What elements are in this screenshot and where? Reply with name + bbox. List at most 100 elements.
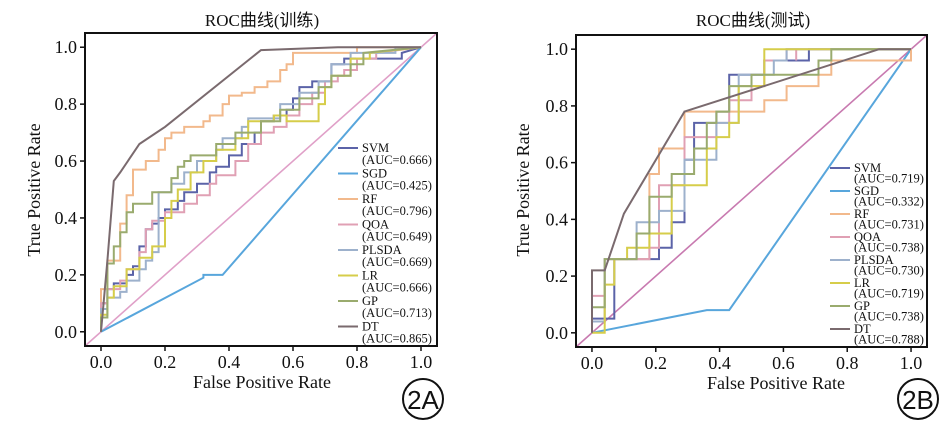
- y-tick-label: 0.2: [546, 266, 569, 286]
- legend-auc: (AUC=0.713): [362, 306, 432, 320]
- legend-item: SVM(AUC=0.719): [830, 161, 924, 186]
- legend-item: RF(AUC=0.796): [338, 192, 432, 218]
- x-tick-label: 0.2: [645, 353, 668, 373]
- y-axis-label: True Positive Rate: [24, 123, 44, 256]
- legend-series-name: QOA: [362, 218, 389, 232]
- x-tick-label: 0.6: [772, 353, 795, 373]
- legend-series-name: SVM: [854, 161, 881, 175]
- y-tick-label: 0.8: [55, 94, 78, 114]
- roc-curve-sgd: [100, 46, 422, 333]
- legend-auc: (AUC=0.865): [362, 332, 432, 346]
- roc-curve-dt: [591, 48, 911, 333]
- y-tick-label: 0.2: [55, 265, 78, 285]
- x-axis-label: False Positive Rate: [193, 372, 331, 392]
- x-tick-label: 0.8: [346, 352, 369, 372]
- legend-series-name: LR: [362, 269, 379, 283]
- legend-series-name: RF: [854, 207, 869, 221]
- roc-curve-dt: [100, 46, 421, 332]
- plot-area: [85, 33, 437, 346]
- chance-line: [576, 35, 927, 347]
- y-tick-label: 1.0: [546, 39, 569, 59]
- plot-frame: [84, 32, 438, 347]
- legend-auc: (AUC=0.719): [854, 172, 924, 186]
- roc-curve-gp: [100, 46, 422, 332]
- legend-item: SGD(AUC=0.332): [830, 184, 924, 209]
- legend-item: SVM(AUC=0.666): [338, 141, 432, 167]
- legend-item: LR(AUC=0.719): [830, 276, 924, 301]
- roc-panel-training: ROC曲线(训练) 0.0 0.2 0.4 0.6 0.8 1.0 0.0 0.2 0.4 0.6…: [24, 11, 444, 420]
- legend-series-name: GP: [362, 294, 378, 308]
- x-tick-label: 1.0: [900, 353, 923, 373]
- legend-series-name: QOA: [854, 230, 881, 244]
- legend-item: PLSDA(AUC=0.669): [338, 243, 432, 269]
- y-axis-label: True Positive Rate: [513, 123, 533, 256]
- y-tick-label: 1.0: [55, 37, 78, 57]
- legend-series-name: SGD: [362, 167, 387, 181]
- roc-curve-gp: [591, 48, 911, 333]
- legend-item: GP(AUC=0.738): [830, 299, 924, 324]
- panel-label-circle: [897, 378, 939, 420]
- legend-item: QOA(AUC=0.738): [830, 230, 924, 255]
- legend-series-name: SGD: [854, 184, 879, 198]
- legend-auc: (AUC=0.649): [362, 230, 432, 244]
- legend-auc: (AUC=0.332): [854, 195, 924, 209]
- x-tick-label: 0.2: [154, 352, 177, 372]
- roc-curve-rf: [100, 46, 421, 332]
- roc-curve-svm: [100, 46, 422, 332]
- legend-auc: (AUC=0.738): [854, 241, 924, 255]
- y-tick-label: 0.4: [55, 208, 78, 228]
- y-tick-label: 0.8: [546, 96, 569, 116]
- y-tick-label: 0.0: [55, 322, 78, 342]
- legend-item: SGD(AUC=0.425): [338, 167, 432, 193]
- roc-panel-testing: ROC曲线(测试) 0.0 0.2 0.4 0.6 0.8 1.0 0.0 0.2 0.4 0.6…: [513, 11, 939, 420]
- panel-label-text: 2B: [902, 385, 934, 415]
- legend-item: QOA(AUC=0.649): [338, 218, 432, 244]
- legend-item: GP(AUC=0.713): [338, 294, 432, 320]
- legend-item: PLSDA(AUC=0.730): [830, 253, 924, 278]
- legend-series-name: LR: [854, 276, 871, 290]
- y-tick-label: 0.6: [546, 153, 569, 173]
- legend-item: LR(AUC=0.666): [338, 269, 432, 295]
- legend-auc: (AUC=0.731): [854, 218, 924, 232]
- plot-frame: [575, 34, 928, 348]
- x-tick-label: 1.0: [410, 352, 433, 372]
- legend-series-name: GP: [854, 299, 870, 313]
- x-axis-label: False Positive Rate: [707, 373, 845, 393]
- legend-auc: (AUC=0.788): [854, 333, 924, 347]
- legend-series-name: PLSDA: [854, 253, 894, 267]
- x-tick-label: 0.8: [836, 353, 859, 373]
- legend-item: DT(AUC=0.865): [338, 320, 432, 346]
- x-tick-label: 0.0: [90, 352, 113, 372]
- panel-label-text: 2A: [407, 385, 439, 415]
- legend-auc: (AUC=0.738): [854, 310, 924, 324]
- plot-area: [576, 35, 927, 347]
- x-tick-label: 0.4: [708, 353, 731, 373]
- legend-auc: (AUC=0.730): [854, 264, 924, 278]
- y-tick-label: 0.6: [55, 151, 78, 171]
- legend-item: DT(AUC=0.788): [830, 322, 924, 347]
- roc-curve-sgd: [591, 48, 912, 334]
- panel-label-badge: 2A: [402, 378, 444, 420]
- legend-series-name: PLSDA: [362, 243, 402, 257]
- y-tick-label: 0.0: [546, 323, 569, 343]
- chart-title: ROC曲线(训练): [205, 11, 319, 30]
- legend-auc: (AUC=0.719): [854, 287, 924, 301]
- chance-line: [85, 33, 437, 346]
- panel-label-badge: 2B: [897, 378, 939, 420]
- legend-series-name: RF: [362, 192, 377, 206]
- chart-title: ROC曲线(测试): [696, 11, 810, 30]
- legend-series-name: SVM: [362, 141, 389, 155]
- legend-auc: (AUC=0.666): [362, 153, 432, 167]
- x-tick-label: 0.0: [581, 353, 604, 373]
- y-tick-label: 0.4: [546, 209, 569, 229]
- x-tick-label: 0.4: [218, 352, 241, 372]
- legend-series-name: DT: [854, 322, 871, 336]
- x-tick-label: 0.6: [282, 352, 305, 372]
- legend-auc: (AUC=0.425): [362, 179, 432, 193]
- legend-item: RF(AUC=0.731): [830, 207, 924, 232]
- roc-curve-lr: [592, 48, 911, 334]
- legend: SVM(AUC=0.719)SGD(AUC=0.332)RF(AUC=0.731…: [830, 161, 924, 347]
- legend-auc: (AUC=0.796): [362, 204, 432, 218]
- legend-series-name: DT: [362, 320, 379, 334]
